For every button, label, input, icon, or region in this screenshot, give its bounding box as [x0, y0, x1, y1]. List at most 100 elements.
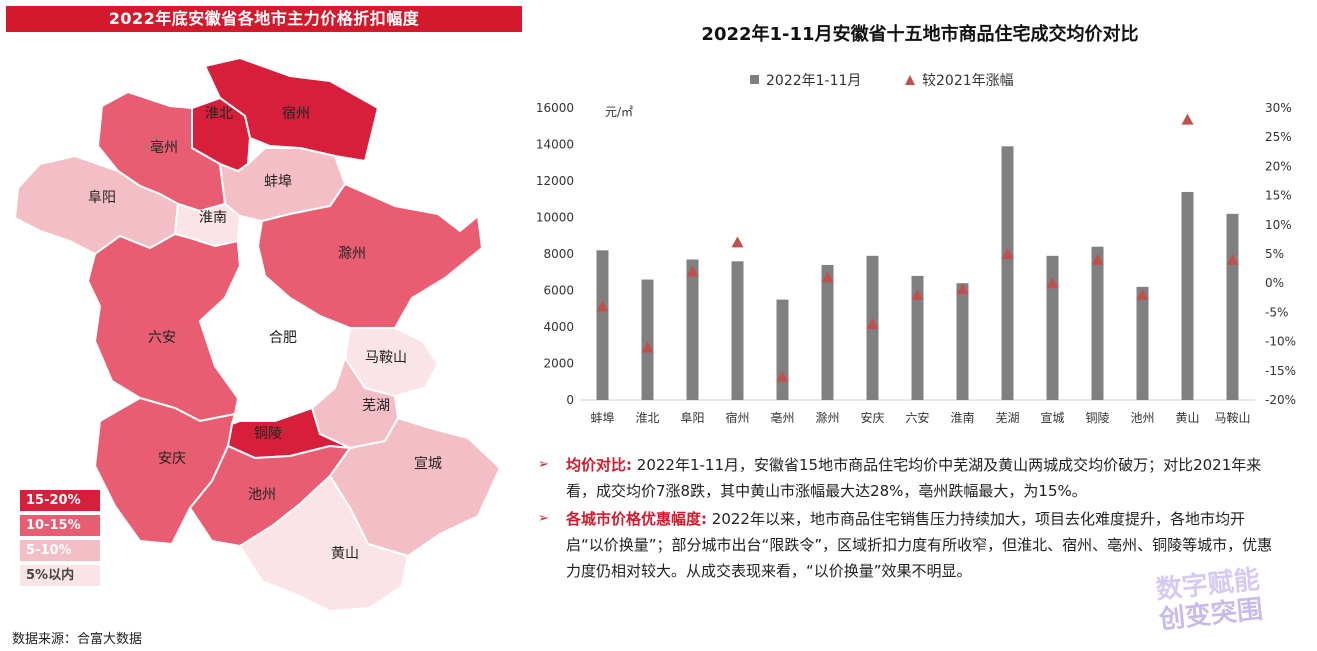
y-tick-left: 16000 — [536, 101, 574, 115]
x-tick-宿州: 宿州 — [725, 410, 749, 425]
legend-label-bars: 2022年1-11月 — [766, 73, 861, 89]
y-tick-left: 12000 — [536, 174, 574, 188]
marker-阜阳 — [686, 265, 699, 277]
note-key: 各城市价格优惠幅度: — [566, 510, 707, 528]
x-tick-安庆: 安庆 — [860, 410, 884, 425]
legend-item-15-20: 15-20% — [20, 490, 100, 511]
marker-淮南 — [956, 283, 969, 295]
marker-芜湖 — [1001, 248, 1014, 259]
bar-六安 — [911, 275, 924, 400]
bar-铜陵 — [1091, 246, 1104, 400]
legend-label-markers: 较2021年涨幅 — [922, 73, 1014, 89]
y-tick-left: 14000 — [536, 138, 574, 152]
y-axis-unit: 元/㎡ — [605, 105, 633, 119]
note-key: 均价对比: — [566, 456, 632, 474]
x-tick-芜湖: 芜湖 — [995, 410, 1019, 425]
bar-宿州 — [731, 261, 744, 400]
x-tick-亳州: 亳州 — [770, 410, 794, 425]
y-tick-right: 0% — [1265, 276, 1284, 290]
bar-芜湖 — [1001, 146, 1014, 400]
x-tick-淮北: 淮北 — [635, 411, 659, 425]
y-tick-left: 2000 — [543, 357, 574, 371]
y-tick-right: -15% — [1265, 364, 1296, 378]
legend-item-under-5: 5%以内 — [20, 565, 100, 586]
bar-淮南 — [956, 283, 969, 400]
bar-滁州 — [821, 264, 834, 400]
arrow-icon: ➢ — [538, 511, 549, 526]
map-region-黄山 — [238, 474, 410, 613]
map-label-淮南: 淮南 — [199, 210, 227, 226]
map-label-合肥: 合肥 — [269, 330, 297, 346]
y-tick-right: -5% — [1265, 305, 1288, 319]
legend-swatch-bars — [750, 75, 759, 84]
data-source: 数据来源：合富大数据 — [12, 632, 143, 647]
bar-马鞍山 — [1226, 213, 1239, 400]
bar-池州 — [1136, 286, 1149, 400]
map-label-池州: 池州 — [248, 487, 276, 503]
marker-安庆 — [866, 318, 879, 330]
map-label-阜阳: 阜阳 — [88, 189, 116, 206]
bar-淮北 — [641, 279, 654, 400]
y-tick-left: 6000 — [543, 284, 574, 298]
map-legend: 15-20% 10-15% 5-10% 5%以内 — [20, 490, 100, 590]
x-tick-宣城: 宣城 — [1040, 410, 1064, 425]
map-label-蚌埠: 蚌埠 — [264, 173, 292, 190]
y-tick-left: 0 — [566, 393, 574, 407]
y-tick-right: 15% — [1265, 189, 1292, 203]
map-label-淮北: 淮北 — [205, 106, 233, 122]
map-label-滁州: 滁州 — [338, 246, 366, 262]
map-label-亳州: 亳州 — [150, 139, 178, 156]
marker-蚌埠 — [596, 300, 609, 312]
y-tick-right: 5% — [1265, 247, 1284, 261]
x-tick-六安: 六安 — [905, 410, 929, 425]
note-text: 2022年1-11月，安徽省15地市商品住宅均价中芜湖及黄山两城成交均价破万；对… — [566, 456, 1262, 500]
x-tick-蚌埠: 蚌埠 — [590, 411, 614, 425]
note-text: 2022年以来，地市商品住宅销售压力持续加大，项目去化难度提升，各地市均开启“以… — [566, 510, 1273, 580]
map-label-马鞍山: 马鞍山 — [365, 350, 407, 366]
notes: ➢ 均价对比: 2022年1-11月，安徽省15地市商品住宅均价中芜湖及黄山两城… — [536, 452, 1282, 586]
y-tick-left: 8000 — [543, 247, 574, 261]
x-tick-黄山: 黄山 — [1175, 411, 1199, 425]
marker-滁州 — [821, 271, 834, 283]
legend-swatch-markers — [905, 75, 915, 85]
x-tick-淮南: 淮南 — [950, 410, 974, 425]
map-label-六安: 六安 — [148, 330, 176, 346]
bar-宣城 — [1046, 255, 1059, 400]
map-label-铜陵: 铜陵 — [254, 426, 282, 442]
y-tick-right: 25% — [1265, 130, 1292, 144]
marker-宣城 — [1046, 277, 1059, 289]
bar-蚌埠 — [596, 250, 609, 400]
x-tick-池州: 池州 — [1130, 411, 1154, 425]
x-tick-阜阳: 阜阳 — [680, 411, 704, 425]
legend-item-5-10: 5-10% — [20, 540, 100, 561]
marker-宿州 — [731, 236, 744, 248]
y-tick-left: 4000 — [543, 320, 574, 334]
marker-铜陵 — [1091, 253, 1104, 265]
marker-淮北 — [641, 341, 654, 353]
y-tick-right: -20% — [1265, 393, 1296, 407]
marker-池州 — [1136, 288, 1149, 300]
marker-亳州 — [776, 370, 789, 382]
x-tick-铜陵: 铜陵 — [1085, 410, 1109, 425]
map-label-黄山: 黄山 — [331, 545, 359, 562]
map-label-宿州: 宿州 — [282, 105, 310, 122]
chart-title: 2022年1-11月安徽省十五地市商品住宅成交均价对比 — [701, 24, 1139, 45]
bar-阜阳 — [686, 259, 699, 400]
map-title: 2022年底安徽省各地市主力价格折扣幅度 — [6, 6, 522, 32]
bar-亳州 — [776, 299, 789, 400]
y-tick-left: 10000 — [536, 211, 574, 225]
map-label-芜湖: 芜湖 — [362, 397, 390, 414]
y-tick-right: -10% — [1265, 335, 1296, 349]
bar-黄山 — [1181, 191, 1194, 400]
map-label-安庆: 安庆 — [158, 451, 186, 467]
note-price-comparison: ➢ 均价对比: 2022年1-11月，安徽省15地市商品住宅均价中芜湖及黄山两城… — [536, 452, 1282, 504]
legend-item-10-15: 10-15% — [20, 515, 100, 536]
y-tick-right: 20% — [1265, 159, 1292, 173]
y-tick-right: 30% — [1265, 101, 1292, 115]
marker-马鞍山 — [1226, 253, 1239, 265]
arrow-icon: ➢ — [538, 457, 549, 472]
note-discount: ➢ 各城市价格优惠幅度: 2022年以来，地市商品住宅销售压力持续加大，项目去化… — [536, 506, 1282, 584]
marker-六安 — [911, 288, 924, 300]
map-label-宣城: 宣城 — [414, 456, 442, 472]
